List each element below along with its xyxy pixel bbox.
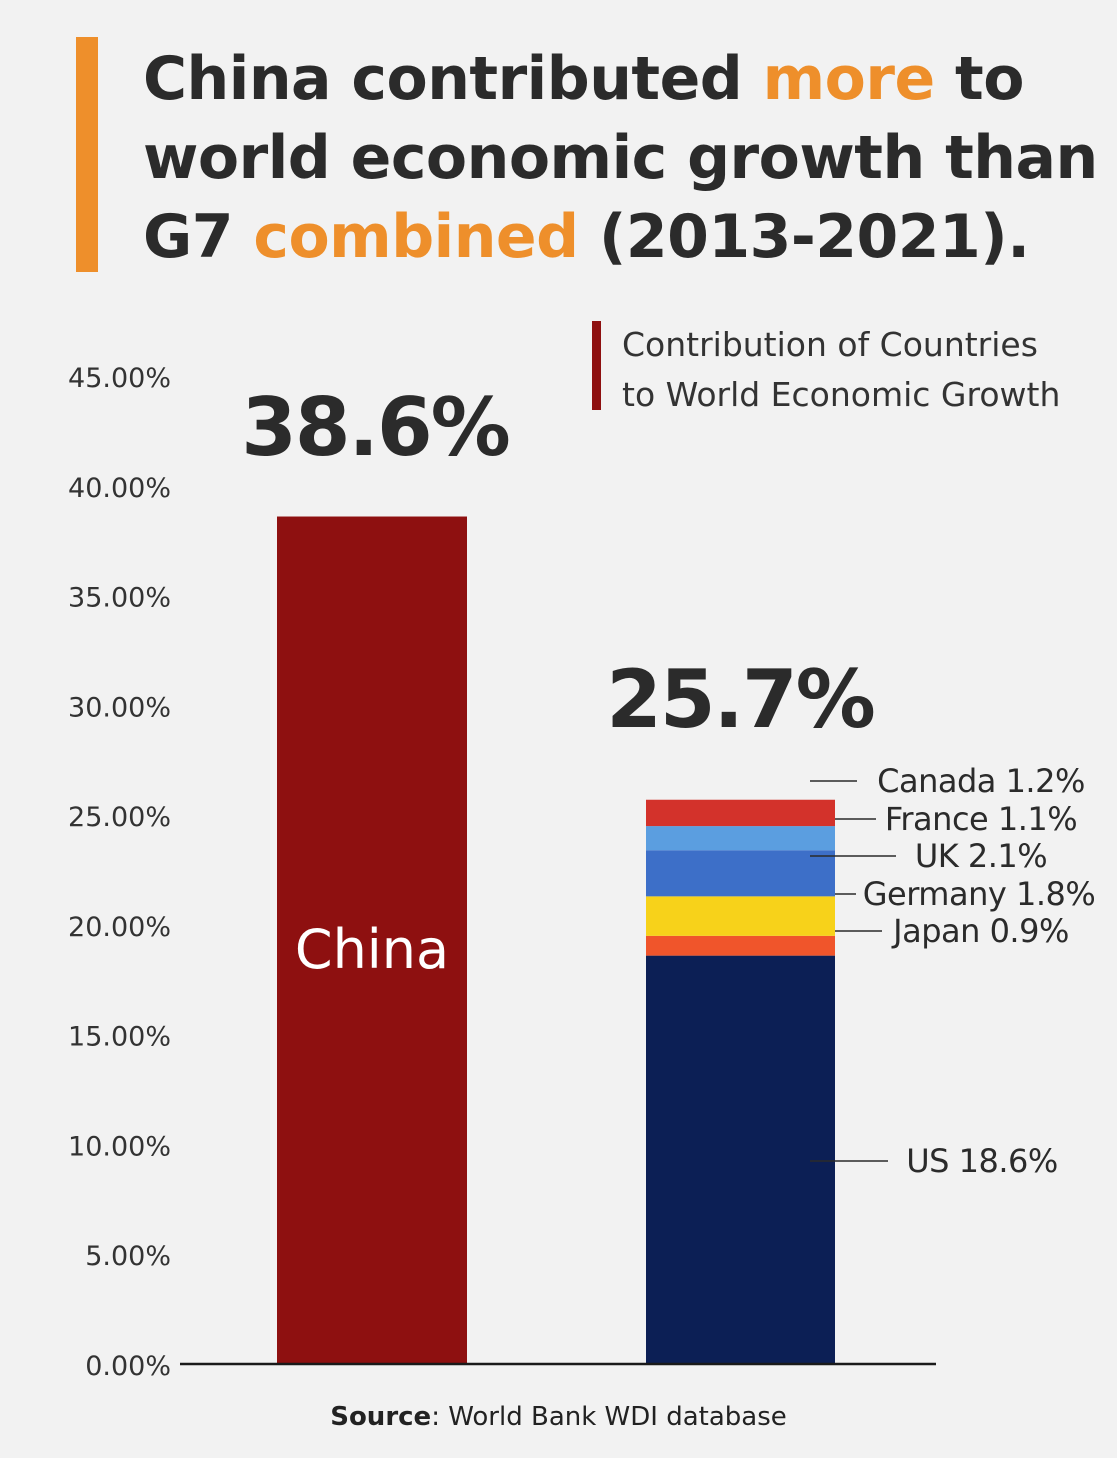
bar-segment-uk	[646, 850, 835, 897]
bar-segment-china	[277, 516, 467, 1364]
y-tick-label: 40.00%	[68, 473, 171, 504]
title-part-1: China contributed	[143, 44, 763, 114]
y-tick-label: 20.00%	[68, 912, 171, 943]
chart-legend: Contribution of Countries to World Econo…	[622, 320, 1102, 420]
title-part-3: (2013-2021).	[578, 202, 1030, 272]
legend-marker	[592, 321, 601, 410]
bar-total-label: 38.6%	[241, 381, 509, 474]
source-text: : World Bank WDI database	[431, 1402, 787, 1432]
segment-label-us: US 18.6%	[906, 1142, 1058, 1180]
bar-segment-canada	[646, 799, 835, 827]
y-tick-label: 15.00%	[68, 1022, 171, 1053]
y-tick-label: 45.00%	[68, 363, 171, 394]
title-highlight-more: more	[762, 44, 936, 114]
y-tick-label: 10.00%	[68, 1131, 171, 1162]
title-part-2: to world economic growth than G7	[143, 44, 1098, 272]
source-label: Source	[330, 1402, 432, 1432]
page-title: China contributed more to world economic…	[143, 40, 1103, 277]
y-tick-label: 30.00%	[68, 692, 171, 723]
bar-category-label: China	[295, 918, 449, 981]
y-tick-label: 0.00%	[85, 1351, 171, 1382]
y-tick-label: 5.00%	[85, 1241, 171, 1272]
segment-label-france: France 1.1%	[885, 800, 1077, 838]
bar-segment-us	[646, 955, 835, 1364]
source-note: Source: World Bank WDI database	[0, 1402, 1117, 1432]
title-highlight-combined: combined	[253, 202, 579, 272]
bar-total-label: 25.7%	[606, 653, 874, 746]
bar-segment-france	[646, 826, 835, 851]
bar-segment-germany	[646, 896, 835, 936]
segment-label-uk: UK 2.1%	[915, 837, 1047, 875]
bar-segment-japan	[646, 935, 835, 956]
y-tick-label: 35.00%	[68, 583, 171, 614]
title-accent-bar	[76, 37, 98, 272]
y-tick-label: 25.00%	[68, 802, 171, 833]
legend-line-1: Contribution of Countries	[622, 325, 1038, 364]
segment-label-japan: Japan 0.9%	[891, 912, 1069, 950]
segment-label-germany: Germany 1.8%	[863, 875, 1096, 913]
legend-line-2: to World Economic Growth	[622, 375, 1061, 414]
segment-label-canada: Canada 1.2%	[877, 762, 1085, 800]
